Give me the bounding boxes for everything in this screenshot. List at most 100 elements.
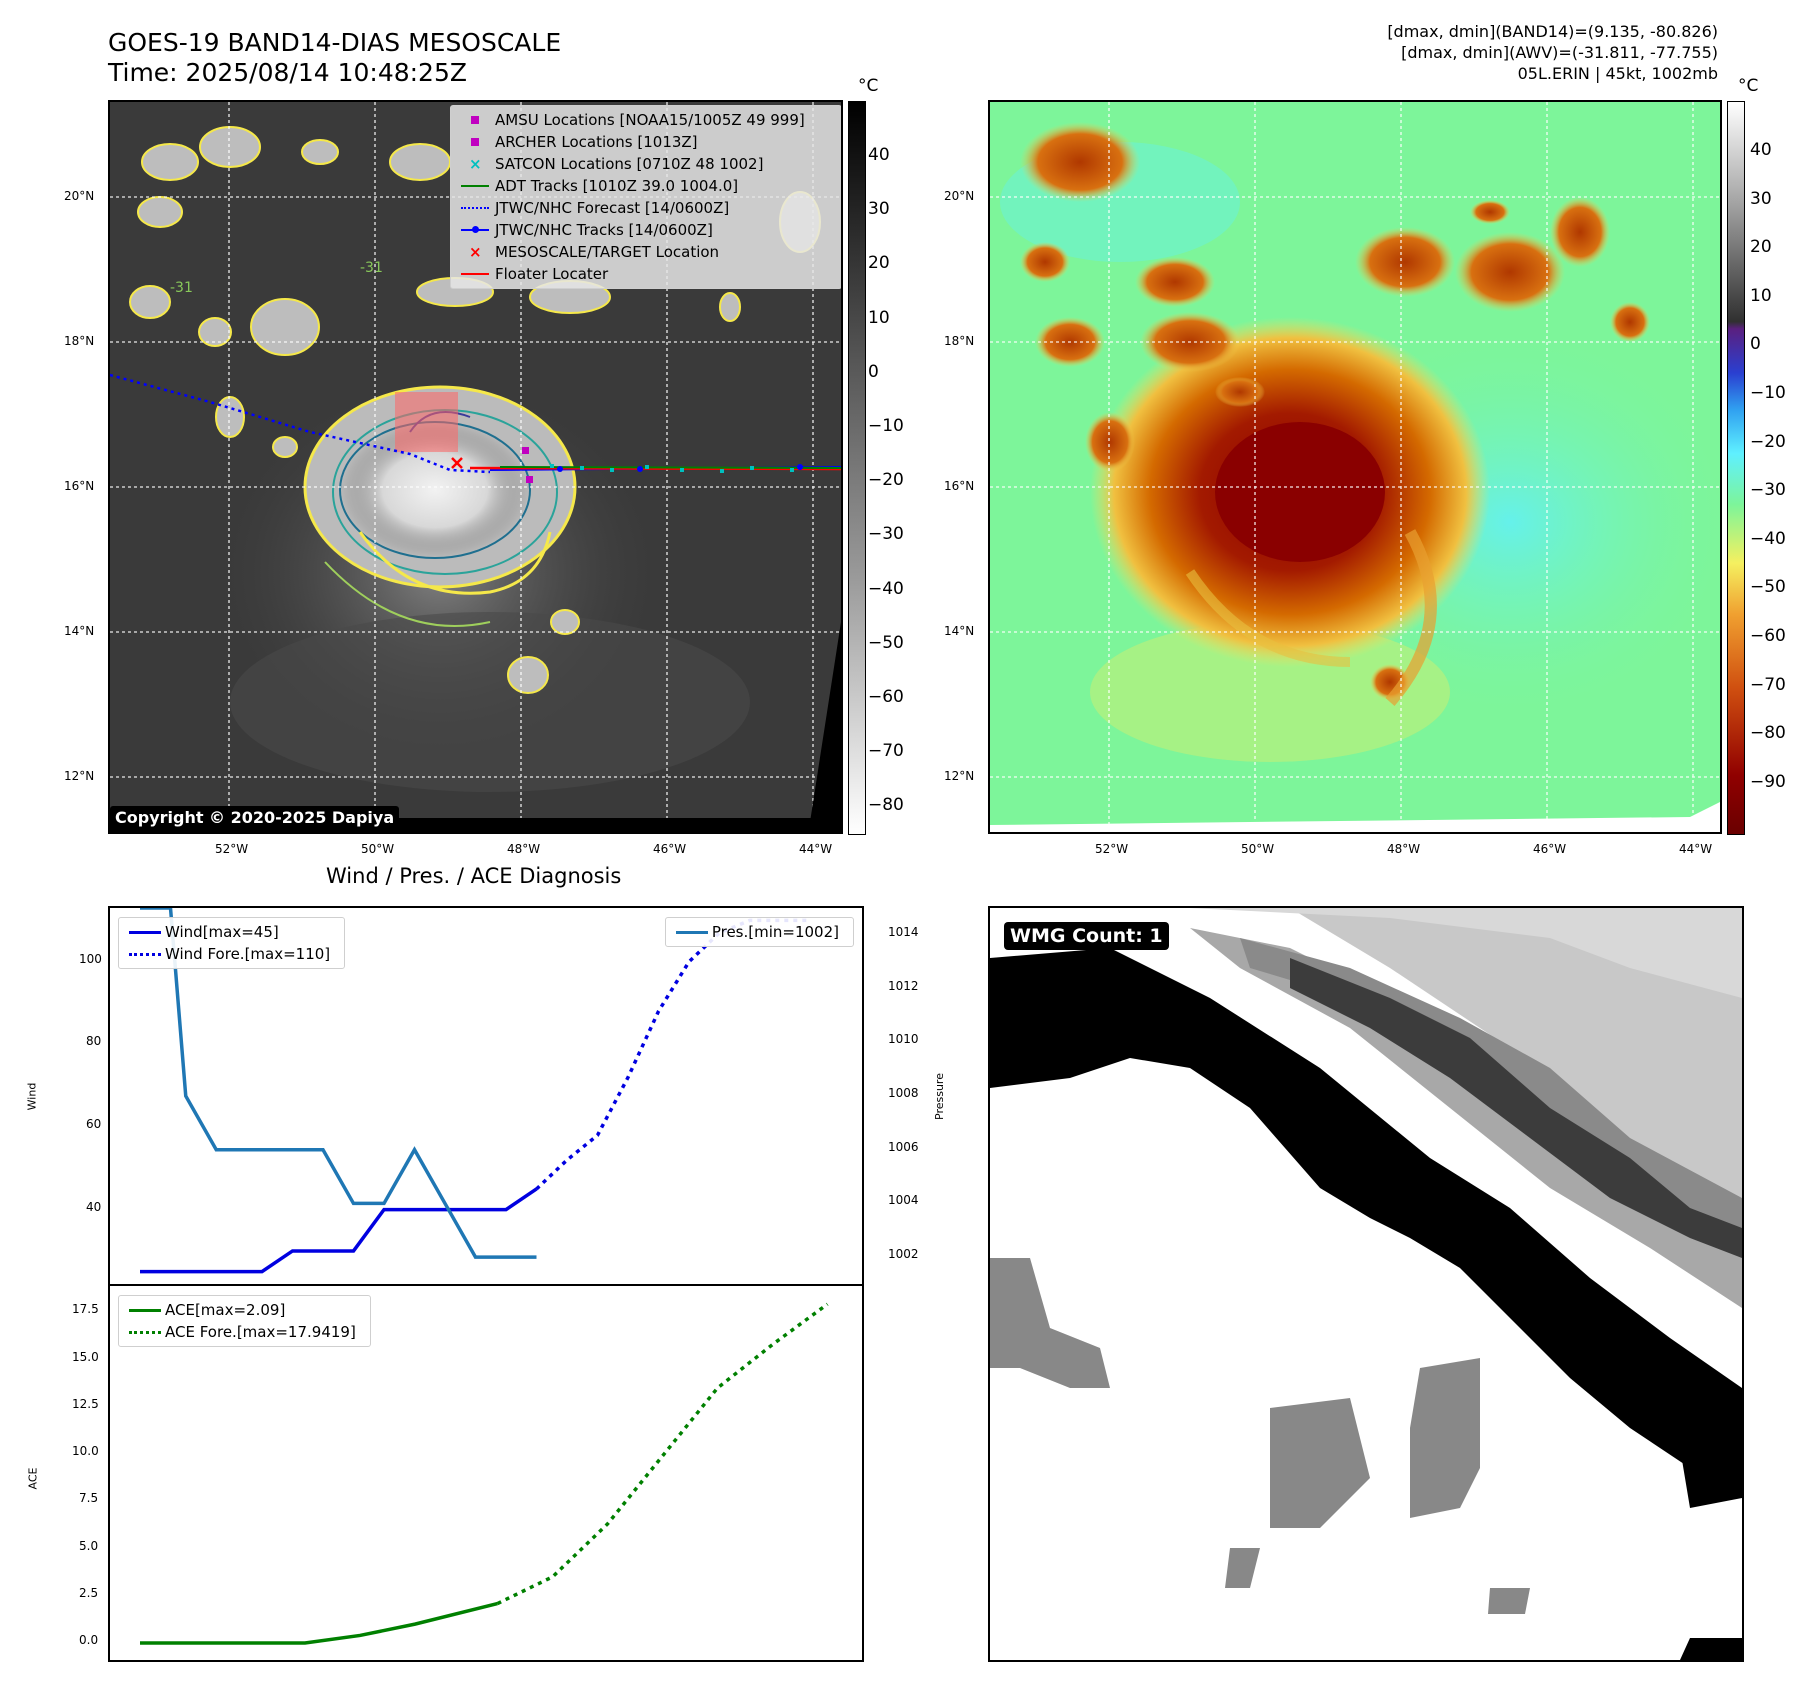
legend-wind-forecast: Wind Fore.[max=110] [125,943,338,965]
x-marker-icon: × [469,155,482,173]
series-line [496,1302,829,1606]
lon-label: 50°W [361,842,395,856]
target-marker [451,457,463,469]
series-line [535,918,811,1191]
x-marker-icon: × [469,243,482,261]
amsu-marker [522,447,529,454]
awv-map-canvas [990,102,1720,832]
legend-ace: ACE[max=2.09] [125,1299,364,1321]
pressure-tick: 1004 [888,1193,919,1208]
colorbar-tick: 30 [868,199,890,220]
diagnosis-title: Wind / Pres. / ACE Diagnosis [326,864,622,888]
pressure-legend: Pres.[min=1002] [664,917,854,947]
adt-track [499,466,841,469]
ace-tick: 7.5 [79,1491,99,1506]
colorbar-tick: −50 [868,632,904,653]
colorbar-tick: −10 [868,416,904,436]
copyright-label: Copyright © 2020-2025 Dapiya [110,806,400,829]
ace-tick: 10.0 [72,1444,99,1459]
wind-pressure-plot [140,908,811,1274]
pressure-tick: 1006 [888,1139,919,1154]
ace-plot [140,1302,829,1645]
legend-label: MESOSCALE/TARGET Location [495,243,720,261]
colorbar-tick: −60 [868,687,904,707]
legend-item: ADT Tracks [1010Z 39.0 1004.0] [455,175,837,197]
colorbar-tick: −30 [868,524,904,545]
contour-label: -31 [170,280,193,296]
band14-range: [dmax, dmin](BAND14)=(9.135, -80.826) [1387,22,1718,41]
contour-label: -31 [360,260,383,276]
legend-ace-forecast: ACE Fore.[max=17.9419] [125,1321,364,1343]
solid-line-icon [455,175,495,197]
lon-label: 46°W [653,842,687,856]
chart-timestamp: Time: 2025/08/14 10:48:25Z [108,58,467,87]
ace-legend: ACE[max=2.09] ACE Fore.[max=17.9419] [118,1295,371,1347]
square-marker-icon [455,109,495,131]
legend-item: × MESOSCALE/TARGET Location [455,241,837,263]
legend-item: Floater Locater [455,263,837,285]
wmg-canvas [990,908,1742,1660]
ace-axis-label: ACE [26,1467,40,1490]
wind-tick: 100 [79,951,102,966]
storm-info: 05L.ERIN | 45kt, 1002mb [1517,64,1718,83]
colorbar-tick: 10 [1750,285,1772,306]
ace-tick: 15.0 [72,1349,99,1364]
colorbar-tick: 20 [1750,237,1772,258]
colorbar-tick: −20 [1750,431,1786,452]
wmg-panel: WMG Count: 1 [988,906,1744,1662]
colorbar-unit-right: °C [1738,76,1759,96]
legend-rows: AMSU Locations [NOAA15/1005Z 49 999] ARCH… [455,109,837,285]
awv-range: [dmax, dmin](AWV)=(-31.811, -77.755) [1401,43,1718,62]
colorbar-tick: −80 [868,795,904,816]
colorbar-tick: −70 [1750,674,1786,695]
archer-marker [526,476,533,483]
line-dot-icon [455,219,495,241]
legend-pressure: Pres.[min=1002] [672,921,847,943]
legend-item: JTWC/NHC Forecast [14/0600Z] [455,197,837,219]
legend-label: ADT Tracks [1010Z 39.0 1004.0] [495,177,739,195]
wind-pressure-chart: Wind[max=45] Wind Fore.[max=110] Pres.[m… [108,906,864,1286]
lon-label: 52°W [215,842,249,856]
colorbar-awv [1727,101,1745,835]
colorbar-tick: 40 [868,145,890,165]
legend-item: × SATCON Locations [0710Z 48 1002] [455,153,837,175]
lat-label: 18°N [64,334,95,348]
wind-tick: 40 [86,1199,102,1214]
lat-label: 18°N [944,334,975,348]
legend-wind: Wind[max=45] [125,921,338,943]
lat-label: 20°N [944,189,975,203]
lon-label: 48°W [1387,842,1421,856]
ace-tick: 12.5 [72,1396,99,1411]
colorbar-tick: −70 [868,741,904,762]
lon-label: 44°W [799,842,833,856]
ace-tick: 17.5 [72,1302,99,1317]
colorbar-tick: −40 [1750,528,1786,549]
ace-tick: 5.0 [79,1538,99,1553]
colorbar-tick: 20 [868,253,890,274]
pressure-tick: 1014 [888,924,919,939]
ace-tick: 0.0 [79,1633,99,1647]
pressure-tick: 1012 [888,978,919,993]
wmg-count-label: WMG Count: 1 [1004,922,1169,950]
colorbar-tick: 0 [868,361,879,382]
colorbar-tick: −30 [1750,480,1786,501]
legend-label: AMSU Locations [NOAA15/1005Z 49 999] [495,111,805,129]
lat-label: 16°N [64,479,95,493]
colorbar-unit-left: °C [858,76,879,96]
lon-label: 52°W [1095,842,1129,856]
lat-label: 12°N [944,769,975,783]
colorbar-tick: −10 [1750,383,1786,403]
colorbar-grayscale [848,101,866,835]
wind-tick: 80 [86,1034,102,1049]
legend-item: AMSU Locations [NOAA15/1005Z 49 999] [455,109,837,131]
colorbar-tick: −20 [868,470,904,491]
colorbar-tick: −50 [1750,577,1786,598]
series-line [140,1601,498,1645]
lat-label: 12°N [64,769,95,783]
pressure-axis-label: Pressure [932,1073,946,1120]
lon-label: 44°W [1679,842,1713,856]
lon-label: 48°W [507,842,541,856]
colorbar-tick: −40 [868,578,904,599]
ace-tick: 2.5 [79,1585,99,1600]
wind-tick: 60 [86,1116,102,1131]
